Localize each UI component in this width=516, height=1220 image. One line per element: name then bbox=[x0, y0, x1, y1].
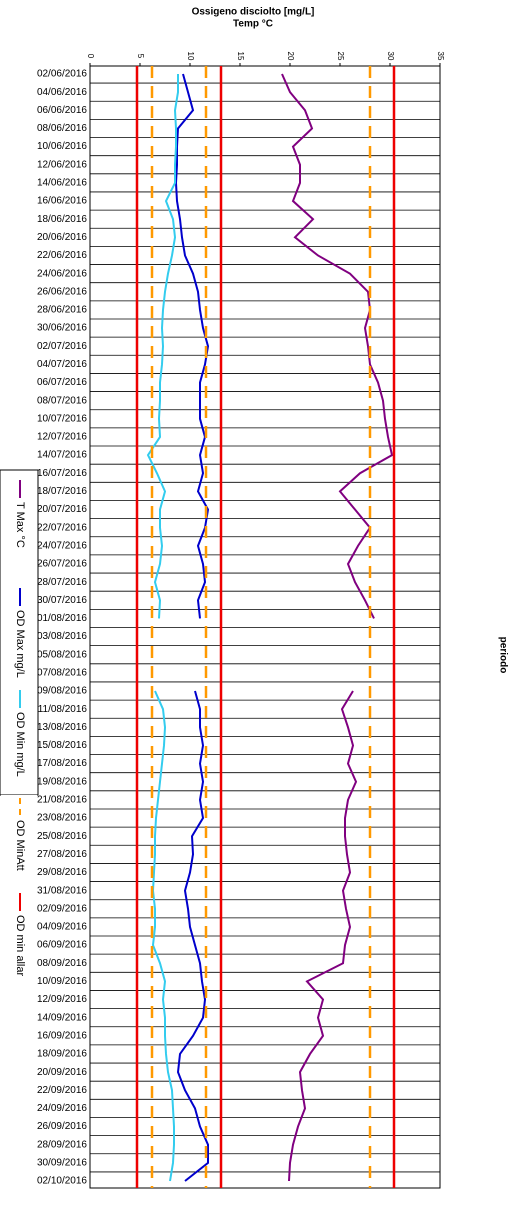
y-tick-label: 28/07/2016 bbox=[37, 577, 87, 588]
y-tick-label: 14/07/2016 bbox=[37, 450, 87, 461]
y-tick-label: 06/07/2016 bbox=[37, 377, 87, 388]
y-tick-label: 04/09/2016 bbox=[37, 922, 87, 933]
plot-area: 0 5 10 15 20 25 30 35 02/06/2016 04/06/2016 06/06/… bbox=[37, 52, 445, 1189]
y-tick-label: 14/09/2016 bbox=[37, 1012, 87, 1023]
y-tick-label: 25/08/2016 bbox=[37, 831, 87, 842]
y-tick-label: 30/07/2016 bbox=[37, 595, 87, 606]
x-tick-label: 15 bbox=[236, 52, 245, 61]
legend-label: T Max °C bbox=[14, 502, 26, 548]
y-tick-label: 14/06/2016 bbox=[37, 178, 87, 189]
y-tick-label: 03/08/2016 bbox=[37, 631, 87, 642]
y-tick-label: 24/09/2016 bbox=[37, 1103, 87, 1114]
y-tick-label: 12/07/2016 bbox=[37, 432, 87, 443]
y-tick-label: 08/09/2016 bbox=[37, 958, 87, 969]
y-tick-label: 16/06/2016 bbox=[37, 196, 87, 207]
y-tick-label: 24/07/2016 bbox=[37, 540, 87, 551]
legend-label: OD Max mg/L bbox=[14, 610, 26, 678]
y-tick-label: 18/07/2016 bbox=[37, 486, 87, 497]
y-tick-label: 18/06/2016 bbox=[37, 214, 87, 225]
y-tick-label: 12/09/2016 bbox=[37, 994, 87, 1005]
y-tick-label: 12/06/2016 bbox=[37, 159, 87, 170]
y-tick-label: 06/06/2016 bbox=[37, 105, 87, 116]
y-tick-label: 22/06/2016 bbox=[37, 250, 87, 261]
y-tick-label: 22/09/2016 bbox=[37, 1085, 87, 1096]
y-tick-label: 02/10/2016 bbox=[37, 1176, 87, 1187]
y-tick-label: 26/09/2016 bbox=[37, 1121, 87, 1132]
y-tick-label: 06/09/2016 bbox=[37, 940, 87, 951]
x-tick-label: 35 bbox=[436, 52, 445, 61]
y-tick-label: 15/08/2016 bbox=[37, 740, 87, 751]
x-tick-label: 5 bbox=[136, 54, 145, 59]
y-axis-title: periodo bbox=[497, 637, 508, 674]
y-tick-label: 10/09/2016 bbox=[37, 976, 87, 987]
y-tick-label: 29/08/2016 bbox=[37, 867, 87, 878]
y-tick-label: 01/08/2016 bbox=[37, 613, 87, 624]
y-tick-label: 10/06/2016 bbox=[37, 141, 87, 152]
x-tick-label: 10 bbox=[186, 52, 195, 61]
series-line bbox=[146, 74, 179, 619]
y-tick-label: 09/08/2016 bbox=[37, 686, 87, 697]
y-tick-label: 26/06/2016 bbox=[37, 286, 87, 297]
y-tick-label: 04/07/2016 bbox=[37, 359, 87, 370]
x-tick-label: 25 bbox=[336, 52, 345, 61]
x-tick-label: 0 bbox=[86, 54, 95, 59]
x-axis-title: Temp °C bbox=[233, 19, 273, 30]
y-tick-label: 26/07/2016 bbox=[37, 559, 87, 570]
legend-label: OD min allar bbox=[14, 915, 26, 976]
legend: T Max °C OD Max mg/L OD Min mg/L OD MinAtt O… bbox=[0, 469, 39, 980]
legend-label: OD Min mg/L bbox=[14, 712, 26, 777]
y-tick-label: 28/09/2016 bbox=[37, 1139, 87, 1150]
y-tick-label: 02/07/2016 bbox=[37, 341, 87, 352]
y-tick-label: 07/08/2016 bbox=[37, 668, 87, 679]
y-tick-label: 18/09/2016 bbox=[37, 1049, 87, 1060]
x-tick-label: 20 bbox=[286, 52, 295, 61]
y-tick-label: 22/07/2016 bbox=[37, 522, 87, 533]
y-tick-label: 21/08/2016 bbox=[37, 795, 87, 806]
y-tick-label: 23/08/2016 bbox=[37, 813, 87, 824]
y-tick-label: 08/06/2016 bbox=[37, 123, 87, 134]
y-tick-label: 20/07/2016 bbox=[37, 504, 87, 515]
legend-box bbox=[0, 469, 39, 796]
y-tick-label: 30/06/2016 bbox=[37, 323, 87, 334]
chart-title: Ossigeno disciolto [mg/L] bbox=[192, 7, 315, 18]
series-line bbox=[288, 690, 358, 1182]
legend-bg bbox=[1, 795, 37, 980]
y-tick-label: 20/06/2016 bbox=[37, 232, 87, 243]
y-tick-label: 08/07/2016 bbox=[37, 395, 87, 406]
y-tick-label: 16/07/2016 bbox=[37, 468, 87, 479]
y-tick-label: 02/06/2016 bbox=[37, 69, 87, 80]
y-tick-label: 02/09/2016 bbox=[37, 903, 87, 914]
plot-frame bbox=[89, 65, 441, 1189]
y-tick-label: 04/06/2016 bbox=[37, 87, 87, 98]
y-tick-label: 31/08/2016 bbox=[37, 885, 87, 896]
y-tick-label: 10/07/2016 bbox=[37, 413, 87, 424]
y-tick-label: 28/06/2016 bbox=[37, 305, 87, 316]
y-tick-label: 13/08/2016 bbox=[37, 722, 87, 733]
y-tick-label: 16/09/2016 bbox=[37, 1030, 87, 1041]
y-tick-label: 05/08/2016 bbox=[37, 649, 87, 660]
legend-label: OD MinAtt bbox=[14, 820, 26, 871]
y-tick-label: 30/09/2016 bbox=[37, 1157, 87, 1168]
x-tick-label: 30 bbox=[386, 52, 395, 61]
series-line bbox=[176, 690, 209, 1182]
y-tick-label: 20/09/2016 bbox=[37, 1067, 87, 1078]
y-tick-label: 24/06/2016 bbox=[37, 268, 87, 279]
y-tick-label: 17/08/2016 bbox=[37, 758, 87, 769]
series-line bbox=[151, 690, 175, 1182]
y-tick-label: 27/08/2016 bbox=[37, 849, 87, 860]
y-tick-label: 11/08/2016 bbox=[38, 704, 88, 715]
y-tick-label: 19/08/2016 bbox=[37, 776, 87, 787]
